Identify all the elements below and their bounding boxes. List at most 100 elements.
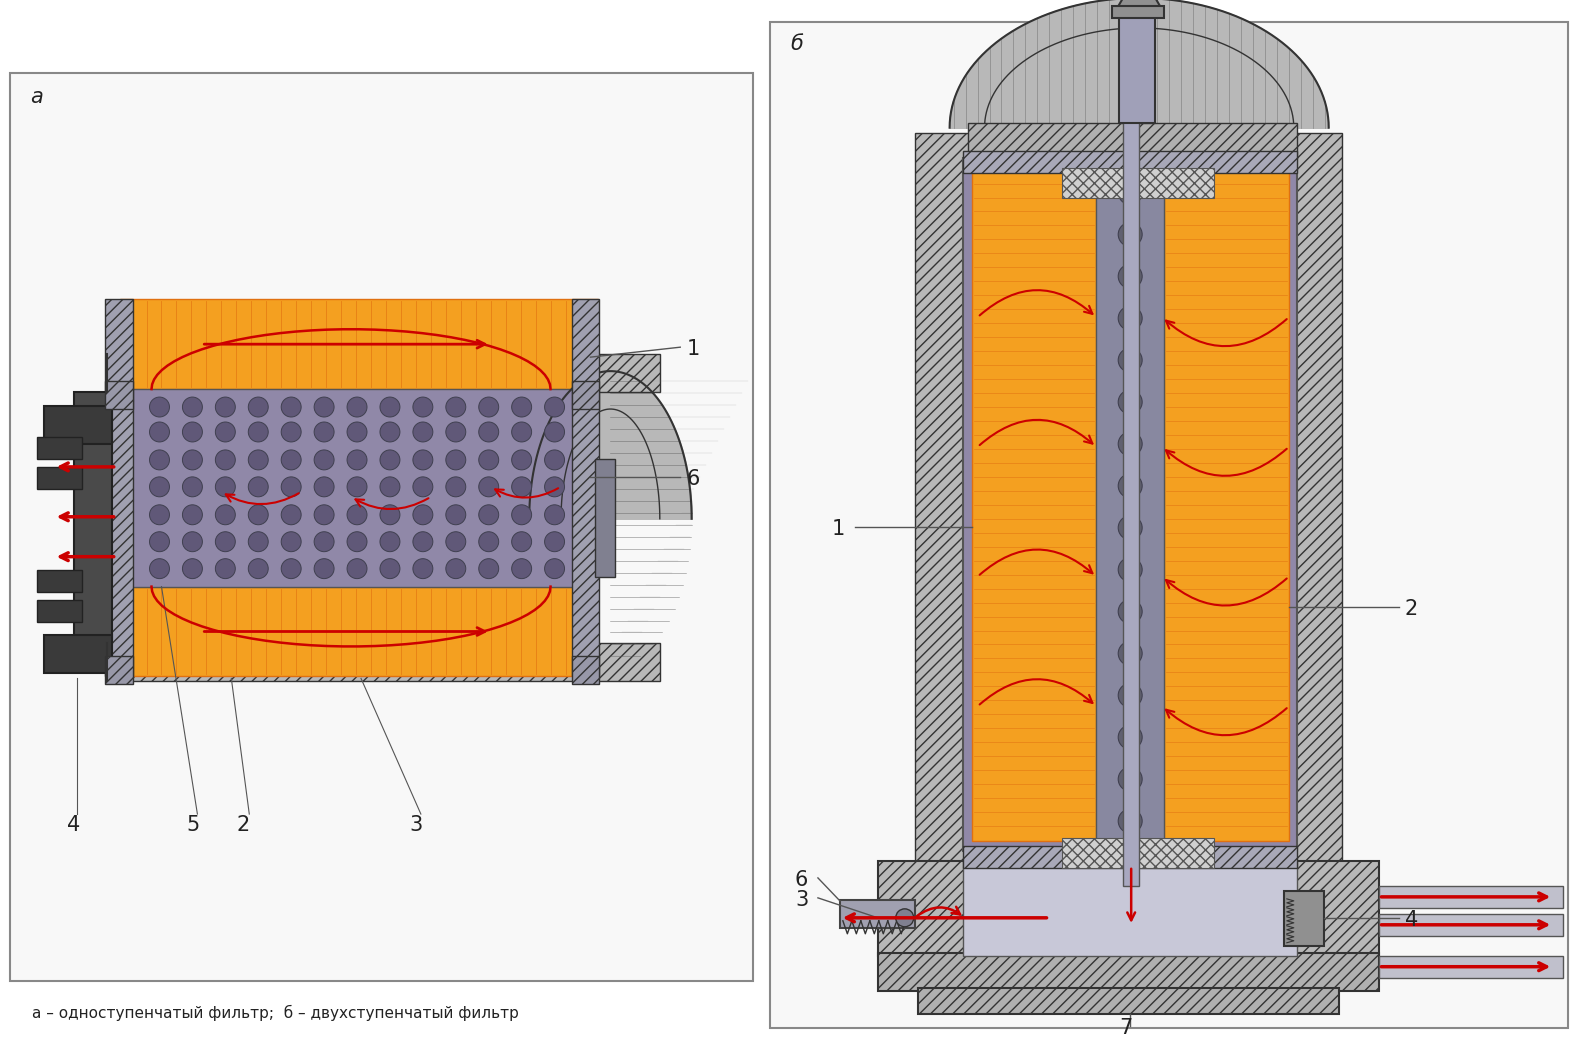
- Circle shape: [215, 449, 235, 470]
- Bar: [1379, 885, 1564, 908]
- Circle shape: [215, 398, 235, 417]
- Bar: [44, 406, 112, 444]
- Bar: [877, 861, 1379, 956]
- Text: а – одноступенчатый фильтр;  б – двухступенчатый фильтр: а – одноступенчатый фильтр; б – двухступ…: [32, 1005, 519, 1020]
- Bar: [1097, 158, 1165, 851]
- Circle shape: [478, 476, 499, 497]
- Circle shape: [150, 422, 169, 442]
- Circle shape: [281, 398, 301, 417]
- Circle shape: [896, 909, 914, 927]
- Bar: [1284, 891, 1324, 946]
- Circle shape: [1119, 809, 1142, 834]
- Bar: [74, 392, 112, 644]
- Bar: [1165, 163, 1289, 841]
- Bar: [915, 133, 972, 861]
- Circle shape: [281, 422, 301, 442]
- Polygon shape: [1117, 0, 1161, 12]
- Bar: [104, 381, 133, 409]
- Bar: [571, 656, 600, 684]
- Circle shape: [511, 398, 532, 417]
- Circle shape: [150, 504, 169, 525]
- Bar: [1379, 913, 1564, 936]
- Circle shape: [413, 558, 432, 578]
- Text: 1: 1: [686, 339, 699, 359]
- Circle shape: [314, 531, 335, 551]
- Bar: [1062, 838, 1213, 868]
- Circle shape: [347, 504, 368, 525]
- Circle shape: [413, 476, 432, 497]
- Circle shape: [1119, 641, 1142, 665]
- Circle shape: [347, 476, 368, 497]
- Circle shape: [478, 531, 499, 551]
- Circle shape: [544, 398, 565, 417]
- Bar: [963, 158, 1297, 851]
- Circle shape: [150, 558, 169, 578]
- Circle shape: [347, 398, 368, 417]
- Circle shape: [447, 476, 466, 497]
- Circle shape: [347, 422, 368, 442]
- Text: 3: 3: [409, 815, 423, 835]
- Bar: [36, 600, 82, 622]
- Bar: [963, 151, 1297, 172]
- Circle shape: [215, 558, 235, 578]
- Circle shape: [413, 449, 432, 470]
- Circle shape: [281, 476, 301, 497]
- Bar: [839, 900, 915, 928]
- Circle shape: [544, 422, 565, 442]
- Circle shape: [1119, 348, 1142, 372]
- Circle shape: [183, 504, 202, 525]
- Text: б: б: [791, 34, 803, 54]
- Bar: [1284, 133, 1341, 861]
- Circle shape: [314, 558, 335, 578]
- Bar: [36, 437, 82, 459]
- Circle shape: [314, 504, 335, 525]
- Circle shape: [183, 398, 202, 417]
- Circle shape: [413, 504, 432, 525]
- Circle shape: [1119, 726, 1142, 749]
- Circle shape: [478, 422, 499, 442]
- Circle shape: [1119, 474, 1142, 498]
- Bar: [104, 656, 133, 684]
- Circle shape: [150, 398, 169, 417]
- Circle shape: [380, 449, 399, 470]
- Circle shape: [215, 531, 235, 551]
- Bar: [770, 22, 1569, 1028]
- Circle shape: [1119, 683, 1142, 707]
- Circle shape: [281, 531, 301, 551]
- Circle shape: [281, 504, 301, 525]
- Circle shape: [248, 558, 268, 578]
- Circle shape: [380, 398, 399, 417]
- Circle shape: [248, 422, 268, 442]
- Bar: [972, 163, 1097, 841]
- Circle shape: [281, 558, 301, 578]
- Circle shape: [347, 558, 368, 578]
- Bar: [877, 953, 1379, 990]
- Circle shape: [413, 422, 432, 442]
- Circle shape: [1119, 181, 1142, 204]
- Text: 2: 2: [1404, 599, 1417, 619]
- Circle shape: [347, 531, 368, 551]
- Circle shape: [248, 531, 268, 551]
- Circle shape: [478, 398, 499, 417]
- Bar: [36, 570, 82, 592]
- Bar: [115, 389, 598, 586]
- Circle shape: [478, 558, 499, 578]
- Text: 4: 4: [1404, 909, 1417, 930]
- Circle shape: [183, 449, 202, 470]
- Bar: [120, 586, 598, 677]
- Circle shape: [447, 504, 466, 525]
- Circle shape: [248, 449, 268, 470]
- Circle shape: [544, 449, 565, 470]
- Text: 5: 5: [186, 815, 200, 835]
- Bar: [1062, 167, 1213, 197]
- Circle shape: [544, 531, 565, 551]
- Circle shape: [511, 531, 532, 551]
- Text: 1: 1: [832, 519, 846, 539]
- Circle shape: [1119, 516, 1142, 540]
- Circle shape: [511, 504, 532, 525]
- Polygon shape: [950, 0, 1329, 128]
- Text: 4: 4: [66, 815, 80, 835]
- Text: 6: 6: [795, 870, 808, 890]
- Bar: [44, 635, 112, 674]
- Circle shape: [511, 422, 532, 442]
